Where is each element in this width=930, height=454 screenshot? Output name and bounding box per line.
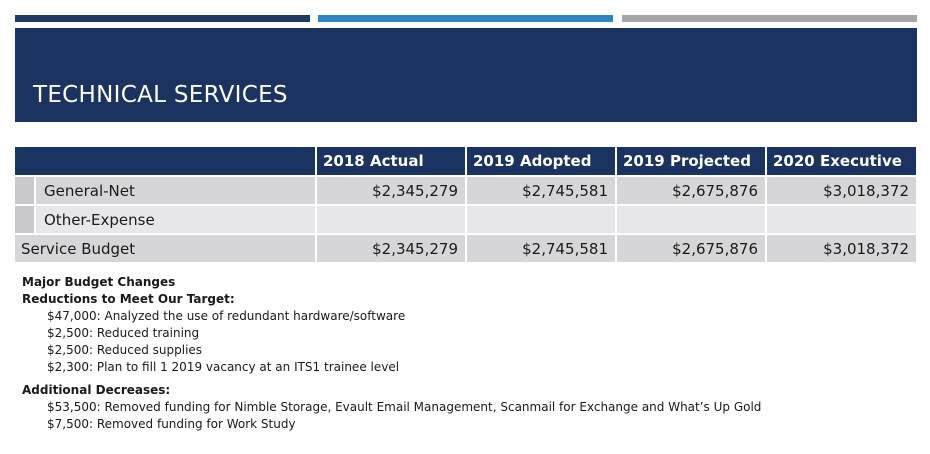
notes-heading: Major Budget Changes [22, 275, 176, 289]
list-item: $7,500: Removed funding for Work Study [47, 417, 296, 431]
budget-notes: Major Budget Changes Reductions to Meet … [22, 274, 761, 433]
table-row-general-net: General-Net $2,345,279 $2,745,581 $2,675… [15, 176, 918, 206]
reductions-list: $47,000: Analyzed the use of redundant h… [22, 308, 761, 376]
accent-bar-blue [318, 15, 613, 22]
row-label: Service Budget [15, 234, 317, 264]
table-header-row: 2018 Actual 2019 Adopted 2019 Projected … [15, 147, 918, 177]
list-item: $2,300: Plan to fill 1 2019 vacancy at a… [47, 360, 400, 374]
list-item: $53,500: Removed funding for Nimble Stor… [47, 400, 762, 414]
list-item: $2,500: Reduced supplies [47, 343, 203, 357]
cell-2020-executive: $3,018,372 [766, 234, 918, 264]
list-item: $2,500: Reduced training [47, 326, 200, 340]
row-label: General-Net [35, 176, 317, 206]
cell-2019-adopted: $2,745,581 [466, 234, 617, 264]
table-row-other-expense: Other-Expense [15, 205, 918, 235]
title-band: TECHNICAL SERVICES [15, 28, 917, 122]
list-item: $47,000: Analyzed the use of redundant h… [47, 309, 406, 323]
cell-2020-executive: $3,018,372 [766, 176, 918, 206]
header-2018-actual: 2018 Actual [316, 147, 467, 177]
row-indent [15, 205, 36, 235]
cell-2018-actual: $2,345,279 [316, 234, 467, 264]
cell-2019-adopted [466, 205, 617, 235]
header-2020-executive: 2020 Executive [766, 147, 918, 177]
row-indent [15, 176, 36, 206]
page-title: TECHNICAL SERVICES [33, 82, 288, 108]
budget-table: 2018 Actual 2019 Adopted 2019 Projected … [15, 147, 918, 264]
cell-2019-projected: $2,675,876 [616, 234, 767, 264]
cell-2019-adopted: $2,745,581 [466, 176, 617, 206]
table-row-service-budget: Service Budget $2,345,279 $2,745,581 $2,… [15, 234, 918, 264]
cell-2019-projected: $2,675,876 [616, 176, 767, 206]
accent-bar-navy [15, 15, 310, 22]
reductions-heading: Reductions to Meet Our Target: [22, 292, 235, 306]
additional-heading: Additional Decreases: [22, 383, 171, 397]
cell-2018-actual: $2,345,279 [316, 176, 467, 206]
header-blank [15, 147, 317, 177]
header-2019-projected: 2019 Projected [616, 147, 767, 177]
additional-list: $53,500: Removed funding for Nimble Stor… [22, 399, 761, 433]
cell-2019-projected [616, 205, 767, 235]
cell-2018-actual [316, 205, 467, 235]
row-label: Other-Expense [35, 205, 317, 235]
accent-bar-gray [622, 15, 917, 22]
cell-2020-executive [766, 205, 918, 235]
header-2019-adopted: 2019 Adopted [466, 147, 617, 177]
